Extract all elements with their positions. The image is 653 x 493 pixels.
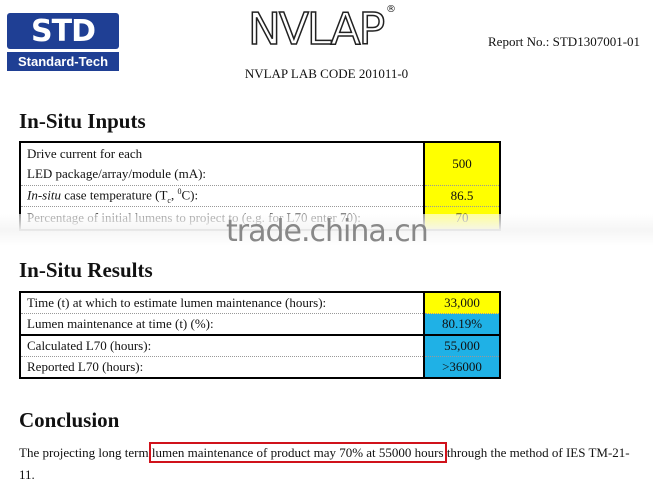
inputs-heading: In-Situ Inputs bbox=[19, 109, 146, 133]
watermark: trade.china.cn bbox=[226, 214, 429, 249]
row-label: In-situ case temperature (Tc, 0C): bbox=[20, 185, 424, 207]
row-value: 33,000 bbox=[423, 292, 500, 314]
watermark-band bbox=[0, 214, 653, 246]
table-row: Lumen maintenance at time (t) (%): 80.19% bbox=[20, 313, 500, 336]
row-value: 86.5 bbox=[423, 185, 500, 207]
row-label: Calculated L70 (hours): bbox=[20, 334, 424, 357]
conclusion-text: The projecting long term lumen maintenan… bbox=[19, 442, 639, 486]
nvlap-logo: NVLAP ® bbox=[247, 3, 398, 62]
label-line: LED package/array/module (mA): bbox=[27, 166, 207, 181]
text-before: The projecting long term bbox=[19, 445, 152, 460]
row-label: Drive current for each LED package/array/… bbox=[20, 142, 424, 186]
table-row: Reported L70 (hours): >36000 bbox=[20, 356, 500, 379]
label-text: , bbox=[170, 187, 178, 203]
label-italic: In-situ bbox=[27, 187, 61, 203]
row-value: 55,000 bbox=[423, 334, 500, 357]
inputs-table: Drive current for each LED package/array/… bbox=[19, 141, 501, 231]
nvlap-logo-text: NVLAP bbox=[247, 3, 386, 56]
nvlap-lab-code: NVLAP LAB CODE 201011-0 bbox=[244, 66, 409, 81]
results-table: Time (t) at which to estimate lumen main… bbox=[19, 291, 501, 379]
text-after: through the method of IES TM-21-11. bbox=[19, 445, 630, 482]
results-heading: In-Situ Results bbox=[19, 258, 153, 282]
table-row: Calculated L70 (hours): 55,000 bbox=[20, 334, 500, 357]
row-value: 500 bbox=[423, 142, 500, 186]
row-value: >36000 bbox=[423, 356, 500, 379]
label-line: Drive current for each bbox=[27, 146, 143, 161]
label-sup: 0 bbox=[177, 187, 182, 197]
std-logo-name: Standard-Tech bbox=[7, 52, 119, 71]
label-text: case temperature (T bbox=[60, 187, 168, 203]
label-text: C): bbox=[181, 187, 199, 203]
row-label: Reported L70 (hours): bbox=[20, 356, 424, 379]
row-value: 80.19% bbox=[423, 313, 500, 336]
conclusion-heading: Conclusion bbox=[19, 408, 120, 432]
highlighted-text: lumen maintenance of product may 70% at … bbox=[148, 442, 447, 463]
registered-icon: ® bbox=[386, 4, 396, 15]
table-row: In-situ case temperature (Tc, 0C): 86.5 bbox=[20, 185, 500, 207]
standard-tech-logo: STD Standard-Tech bbox=[7, 13, 119, 71]
report-number: Report No.: STD1307001-01 bbox=[488, 34, 641, 49]
table-row: Time (t) at which to estimate lumen main… bbox=[20, 292, 500, 314]
table-row: Drive current for each LED package/array/… bbox=[20, 142, 500, 186]
row-label: Lumen maintenance at time (t) (%): bbox=[20, 313, 424, 336]
label-sub: c bbox=[167, 195, 171, 205]
std-logo-mark: STD bbox=[7, 13, 119, 49]
row-label: Time (t) at which to estimate lumen main… bbox=[20, 292, 424, 314]
